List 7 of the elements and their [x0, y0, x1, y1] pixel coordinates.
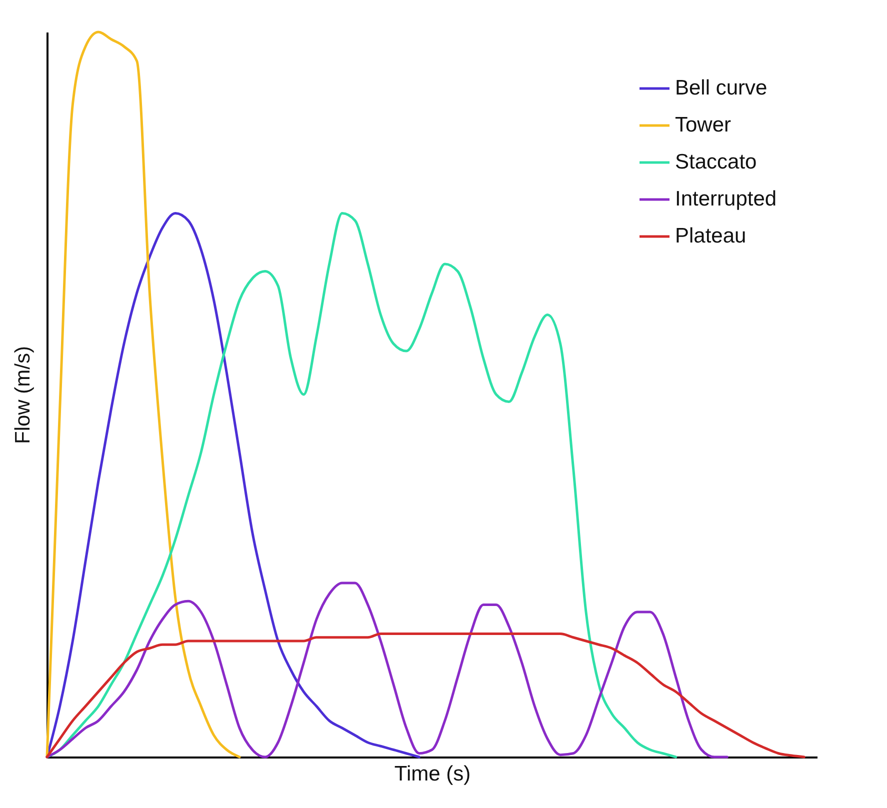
x-axis-title: Time (s) [394, 762, 471, 786]
legend-label: Staccato [675, 150, 757, 174]
y-axis-title: Flow (m/s) [12, 346, 34, 444]
legend-label: Tower [675, 114, 732, 136]
legend-label: Plateau [675, 224, 746, 248]
legend-label: Interrupted [675, 188, 777, 210]
legend-label: Bell curve [675, 76, 768, 100]
